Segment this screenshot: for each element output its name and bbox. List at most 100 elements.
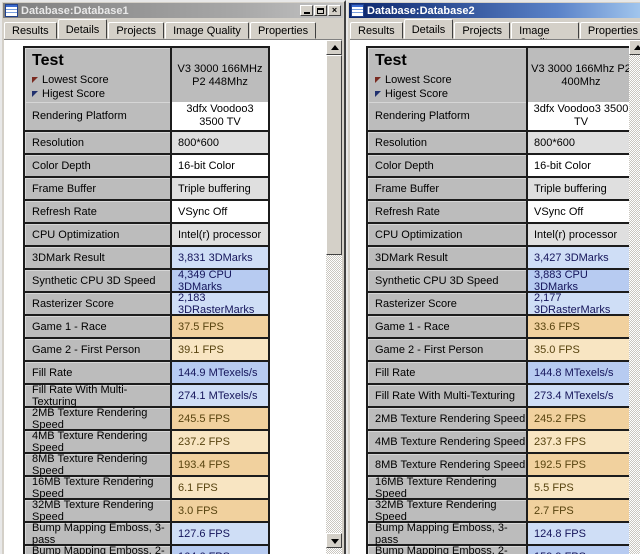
tab-results[interactable]: Results (4, 22, 57, 39)
row-value: 274.1 MTexels/s (172, 385, 268, 406)
row-label: Fill Rate With Multi-Texturing (368, 385, 528, 406)
table-row: 3DMark Result 3,831 3DMarks (25, 247, 268, 270)
table-header-row: Test Lowest Score Higest Score V3 3000 1… (368, 48, 634, 104)
highest-score-legend: Higest Score (32, 87, 105, 101)
row-value: 39.1 FPS (172, 339, 268, 360)
row-label: Color Depth (25, 155, 172, 176)
table-row: Bump Mapping Emboss, 2-pass164.6 FPS (25, 545, 268, 554)
row-value: 159.9 FPS (528, 546, 634, 554)
row-label: Fill Rate With Multi-Texturing (25, 384, 172, 408)
table-row: 8MB Texture Rendering Speed 192.5 FPS (368, 454, 634, 477)
row-value: 3.0 FPS (172, 500, 268, 521)
table-header-row: Test Lowest Score Higest Score V3 3000 1… (25, 48, 268, 104)
highest-score-flag-icon (32, 91, 38, 97)
row-value: 16-bit Color (528, 155, 634, 176)
lowest-score-legend: Lowest Score (32, 73, 109, 87)
row-value: 245.5 FPS (172, 408, 268, 429)
results-table: Test Lowest Score Higest Score V3 3000 1… (23, 46, 270, 106)
lowest-score-flag-icon (375, 77, 381, 83)
tab-details[interactable]: Details (57, 19, 108, 39)
row-label: Frame Buffer (368, 178, 528, 199)
row-label: Game 1 - Race (368, 316, 528, 337)
row-label: Bump Mapping Emboss, 2-pass (368, 545, 528, 554)
test-name-cell: V3 3000 166MHz P2 448Mhz (172, 48, 268, 104)
row-label: 4MB Texture Rendering Speed (368, 431, 528, 452)
row-label: 32MB Texture Rendering Speed (25, 499, 172, 523)
test-title: Test (375, 52, 407, 69)
table-row: Resolution 800*600 (25, 132, 268, 155)
row-value: 144.9 MTexels/s (172, 362, 268, 383)
minimize-button[interactable] (300, 5, 313, 16)
table-row: Fill Rate With Multi-Texturing 274.1 MTex… (25, 384, 268, 408)
close-button[interactable]: × (328, 5, 341, 16)
row-label: Bump Mapping Emboss, 3-pass (25, 522, 172, 546)
details-panel: Test Lowest Score Higest Score V3 3000 1… (350, 39, 640, 554)
table-row: Rendering Platform 3dfx Voodoo3 3500 TV (368, 102, 634, 132)
database-window-icon (5, 4, 18, 17)
row-label: Fill Rate (368, 362, 528, 383)
row-label: 8MB Texture Rendering Speed (368, 454, 528, 475)
row-label: Game 1 - Race (25, 316, 172, 337)
table-row: Bump Mapping Emboss, 3-pass 124.8 FPS (368, 522, 634, 546)
table-row: Fill Rate 144.9 MTexels/s (25, 362, 268, 385)
test-title: Test (32, 52, 64, 69)
tab-results[interactable]: Results (350, 22, 403, 39)
window-title: Database:Database2 (367, 4, 475, 17)
row-label: CPU Optimization (25, 224, 172, 245)
tab-details[interactable]: Details (403, 19, 454, 39)
row-label: Frame Buffer (25, 178, 172, 199)
vertical-scrollbar[interactable] (326, 40, 342, 554)
lowest-score-legend: Lowest Score (375, 73, 452, 87)
row-label: Resolution (368, 132, 528, 153)
scroll-down-button[interactable] (326, 533, 342, 548)
vertical-scrollbar[interactable] (629, 40, 640, 554)
table-row: 3DMark Result 3,427 3DMarks (368, 247, 634, 270)
row-label: Fill Rate (25, 362, 172, 383)
table-row: Frame Buffer Triple buffering (25, 178, 268, 201)
row-value: Intel(r) processor (172, 224, 268, 245)
row-label: 3DMark Result (368, 247, 528, 268)
table-row: Bump Mapping Emboss, 2-pass159.9 FPS (368, 545, 634, 554)
table-row: 16MB Texture Rendering Speed 5.5 FPS (368, 476, 634, 500)
titlebar-database1[interactable]: Database:Database1 × (3, 3, 343, 18)
titlebar-database2[interactable]: Database:Database2 (349, 3, 640, 18)
lowest-score-flag-icon (32, 77, 38, 83)
row-value: 164.6 FPS (172, 546, 268, 554)
row-value: 6.1 FPS (172, 477, 268, 498)
results-rows: Rendering Platform 3dfx Voodoo3 3500 TV Re… (366, 102, 636, 554)
tab-image-quality[interactable]: Image Quality (511, 22, 579, 49)
scroll-up-button[interactable] (326, 40, 342, 55)
table-row: Synthetic CPU 3D Speed 4,349 CPU 3DMarks (25, 269, 268, 293)
window-title: Database:Database1 (21, 4, 129, 17)
row-value: 2.7 FPS (528, 500, 634, 521)
table-row: Game 1 - Race 37.5 FPS (25, 316, 268, 339)
row-value: 3,427 3DMarks (528, 247, 634, 268)
table-row: 16MB Texture Rendering Speed 6.1 FPS (25, 476, 268, 500)
maximize-button[interactable] (314, 5, 327, 16)
scrollbar-thumb[interactable] (326, 55, 342, 255)
table-row: Rasterizer Score 2,183 3DRasterMarks (25, 292, 268, 316)
row-value: 193.4 FPS (172, 454, 268, 475)
row-value: 144.8 MTexels/s (528, 362, 634, 383)
row-value: 237.2 FPS (172, 431, 268, 452)
tab-properties[interactable]: Properties (249, 22, 317, 39)
tab-projects[interactable]: Projects (454, 22, 511, 39)
row-label: Refresh Rate (25, 201, 172, 222)
row-value: 35.0 FPS (528, 339, 634, 360)
row-value: Triple buffering (528, 178, 634, 199)
row-value: 4,349 CPU 3DMarks (172, 269, 268, 293)
row-value: 3dfx Voodoo3 3500 TV (172, 102, 268, 130)
table-row: Rendering Platform 3dfx Voodoo3 3500 TV (25, 102, 268, 132)
tab-projects[interactable]: Projects (108, 22, 165, 39)
table-row: Synthetic CPU 3D Speed 3,883 CPU 3DMarks (368, 269, 634, 293)
window-database2: Database:Database2 Results Details Project… (346, 0, 640, 554)
tab-properties[interactable]: Properties (579, 22, 640, 39)
row-value: 192.5 FPS (528, 454, 634, 475)
row-label: Synthetic CPU 3D Speed (368, 270, 528, 291)
tab-image-quality[interactable]: Image Quality (165, 22, 249, 39)
scroll-up-button[interactable] (629, 40, 640, 55)
row-label: 4MB Texture Rendering Speed (25, 430, 172, 454)
row-value: Intel(r) processor (528, 224, 634, 245)
highest-score-legend: Higest Score (375, 87, 448, 101)
